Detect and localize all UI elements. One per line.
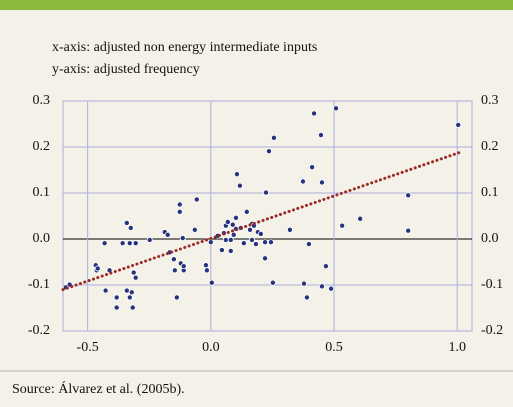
point: [305, 241, 312, 248]
y2-tick-label: -0.2: [481, 323, 503, 338]
y2-tick-label: 0.3: [481, 93, 499, 108]
point: [311, 110, 318, 117]
point: [164, 231, 171, 238]
point: [170, 256, 177, 263]
y2-tick-label: 0.0: [481, 231, 499, 246]
point: [176, 201, 183, 208]
top-bar: [0, 0, 513, 10]
point: [357, 215, 364, 222]
y-tick-label: -0.1: [28, 277, 50, 292]
point: [240, 240, 247, 247]
point: [265, 148, 272, 155]
plot-frame: [62, 100, 473, 332]
point: [269, 279, 276, 286]
point: [236, 182, 243, 189]
point: [207, 239, 214, 246]
point: [286, 226, 293, 233]
point: [102, 287, 109, 294]
y2-tick-label: 0.2: [481, 139, 499, 154]
point: [123, 287, 130, 294]
point: [176, 208, 183, 215]
point: [405, 227, 412, 234]
point: [171, 267, 178, 274]
point: [127, 224, 134, 231]
point: [303, 294, 310, 301]
point: [227, 247, 234, 254]
y-tick-label: -0.2: [28, 323, 50, 338]
point: [248, 236, 255, 243]
point: [94, 265, 101, 272]
point: [132, 274, 139, 281]
x-tick-label: -0.5: [77, 340, 99, 355]
point: [263, 189, 270, 196]
point: [218, 247, 225, 254]
point: [262, 239, 269, 246]
y-tick-label: 0.3: [33, 93, 51, 108]
point: [130, 269, 137, 276]
point: [224, 218, 231, 225]
point: [208, 279, 215, 286]
point: [233, 171, 240, 178]
trend-line: [61, 150, 464, 292]
point: [267, 239, 274, 246]
point: [317, 132, 324, 139]
point: [203, 267, 210, 274]
point: [230, 231, 237, 238]
x-tick-label: 1.0: [448, 340, 466, 355]
point: [173, 294, 180, 301]
point: [193, 196, 200, 203]
point: [257, 230, 264, 237]
point: [309, 164, 316, 171]
point: [300, 280, 307, 287]
point: [270, 134, 277, 141]
point: [299, 178, 306, 185]
point: [113, 294, 120, 301]
y-axis-note: y-axis: adjusted frequency: [52, 62, 200, 77]
point: [455, 121, 462, 128]
point: [243, 208, 250, 215]
point: [128, 289, 135, 296]
y2-tick-label: 0.1: [481, 185, 499, 200]
point: [126, 294, 133, 301]
point: [318, 179, 325, 186]
point: [262, 255, 269, 262]
point: [119, 240, 126, 247]
point: [113, 304, 120, 311]
point: [247, 226, 254, 233]
x-tick-label: 0.0: [202, 340, 220, 355]
point: [322, 263, 329, 270]
point: [229, 221, 236, 228]
y-tick-label: 0.2: [33, 139, 51, 154]
point: [222, 236, 229, 243]
point: [318, 283, 325, 290]
point: [252, 241, 259, 248]
point: [332, 105, 339, 112]
y-tick-label: 0.1: [33, 185, 51, 200]
point: [202, 262, 209, 269]
point: [180, 263, 187, 270]
source: Source: Álvarez et al. (2005b).: [12, 380, 185, 397]
point: [227, 236, 234, 243]
point: [146, 236, 153, 243]
point: [405, 192, 412, 199]
point: [129, 304, 136, 311]
y2-tick-label: -0.1: [481, 277, 503, 292]
point: [191, 226, 198, 233]
y-tick-label: 0.0: [33, 231, 51, 246]
point: [179, 235, 186, 242]
x-tick-label: 0.5: [325, 340, 343, 355]
point: [328, 285, 335, 292]
point: [126, 240, 133, 247]
point: [101, 240, 108, 247]
x-axis-note: x-axis: adjusted non energy intermediate…: [52, 40, 317, 55]
point: [339, 222, 346, 229]
point: [132, 240, 139, 247]
point: [123, 219, 130, 226]
point: [232, 214, 239, 221]
